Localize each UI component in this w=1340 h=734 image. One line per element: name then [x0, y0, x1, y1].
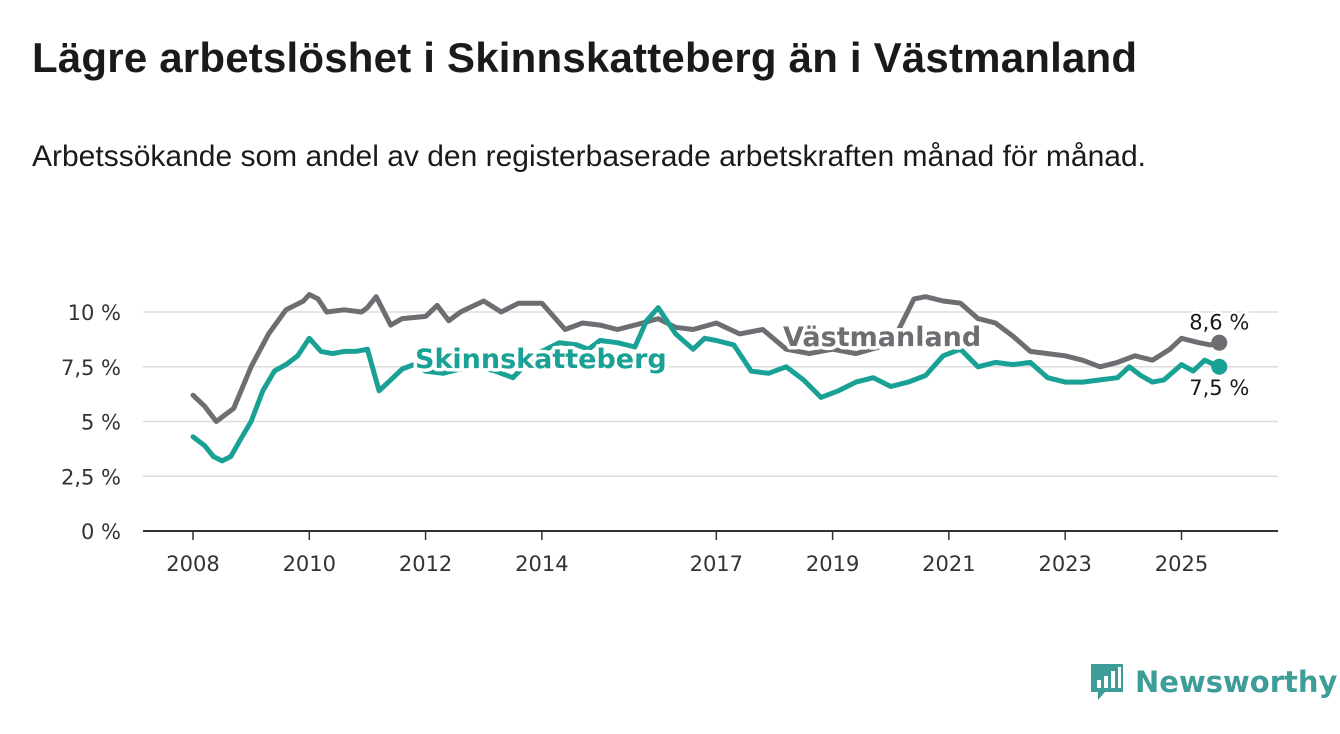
series-label-v-stmanland: Västmanland [783, 322, 981, 353]
x-tick-label: 2010 [283, 552, 336, 576]
series-end-dot-skinnskatteberg [1211, 358, 1228, 375]
series-line-skinnskatteberg [190, 305, 1222, 464]
series-end-dot-v-stmanland [1211, 334, 1228, 351]
end-value-label-skinnskatteberg: 7,5 % [1189, 376, 1249, 400]
y-tick-label: 10 % [68, 301, 121, 325]
x-tick-label: 2023 [1038, 552, 1091, 576]
end-value-label-v-stmanland: 8,6 % [1189, 311, 1249, 335]
x-axis-ticks: 2008 2010 2012 2014 2017 2019 2021 2023 2025 [143, 530, 1278, 576]
newsworthy-bar-chart-icon [1091, 664, 1123, 700]
brand-name: Newsworthy [1135, 665, 1338, 699]
x-tick-label: 2008 [166, 552, 219, 576]
y-tick-label: 5 % [81, 411, 121, 435]
series-line-v-stmanland [190, 292, 1222, 424]
page-title: Lägre arbetslöshet i Skinnskatteberg än … [32, 34, 1138, 81]
series-label-skinnskatteberg: Skinnskatteberg [415, 344, 667, 375]
y-tick-label: 7,5 % [61, 356, 121, 380]
chart-gridlines [143, 311, 1278, 477]
x-tick-label: 2014 [515, 552, 568, 576]
x-tick-label: 2025 [1155, 552, 1208, 576]
x-tick-label: 2021 [922, 552, 975, 576]
y-axis-ticks: 0 % 2,5 % 5 % 7,5 % 10 % [61, 301, 121, 544]
x-tick-label: 2012 [399, 552, 452, 576]
chart-subtitle: Arbetssökande som andel av den registerb… [32, 140, 1146, 173]
chart-series [190, 292, 1228, 464]
chart-labels: Västmanland Skinnskatteberg 8,6 % 7,5 % [412, 308, 1252, 402]
x-tick-label: 2019 [806, 552, 859, 576]
x-tick-label: 2017 [690, 552, 743, 576]
y-tick-label: 2,5 % [61, 465, 121, 489]
y-tick-label: 0 % [81, 520, 121, 544]
newsworthy-logo: Newsworthy [1089, 661, 1337, 703]
